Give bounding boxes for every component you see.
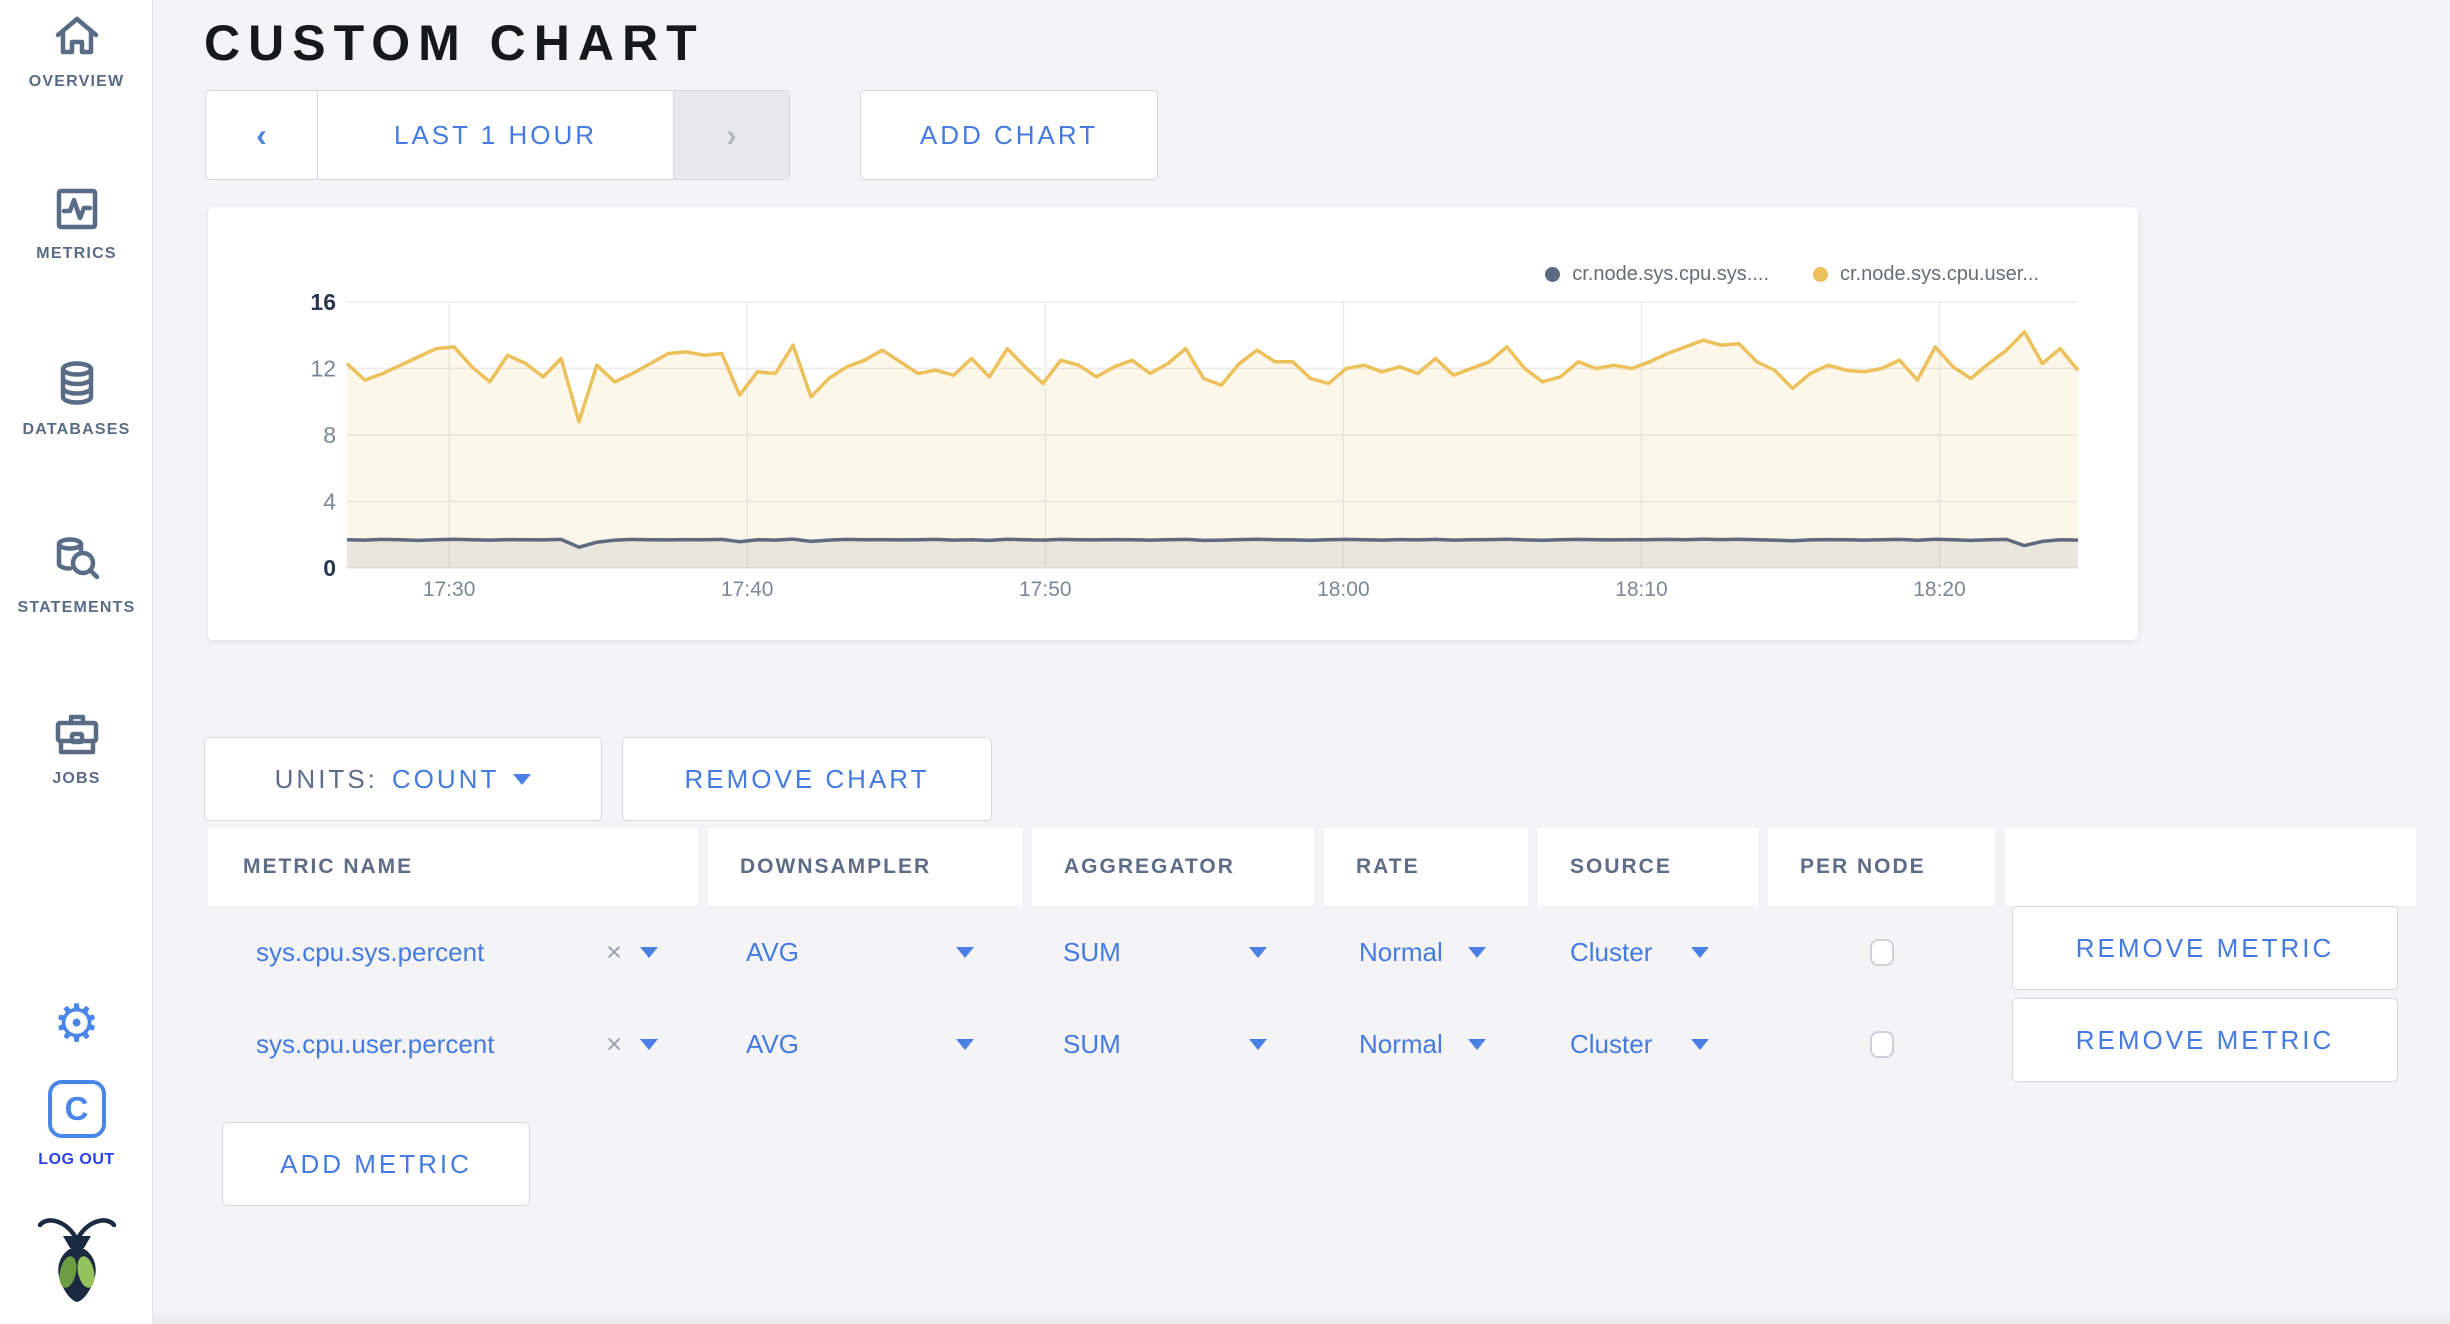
sidebar-item-label: METRICS: [36, 245, 117, 262]
cockroach-logo: [0, 1212, 153, 1304]
metric-name-select[interactable]: sys.cpu.user.percent ×: [208, 998, 698, 1090]
rate-select[interactable]: Normal: [1324, 906, 1528, 998]
legend-dot-user: [1813, 267, 1828, 282]
chart-legend: cr.node.sys.cpu.sys.... cr.node.sys.cpu.…: [1545, 263, 2039, 286]
col-header-aggregator: AGGREGATOR: [1032, 828, 1314, 906]
svg-text:8: 8: [323, 422, 336, 448]
metric-name-value: sys.cpu.user.percent: [256, 1028, 495, 1059]
downsampler-select[interactable]: AVG: [708, 998, 1022, 1090]
sidebar-item-label: STATEMENTS: [17, 599, 136, 616]
rate-select[interactable]: Normal: [1324, 998, 1528, 1090]
col-header-rate: RATE: [1324, 828, 1528, 906]
svg-text:0: 0: [323, 555, 336, 581]
units-label: UNITS:: [274, 763, 378, 794]
svg-text:17:30: 17:30: [423, 578, 476, 601]
chevron-down-icon: [1249, 1038, 1267, 1050]
sidebar-item-metrics[interactable]: METRICS: [0, 186, 153, 263]
remove-metric-button[interactable]: REMOVE METRIC: [2012, 906, 2398, 990]
chevron-down-icon: [956, 1038, 974, 1050]
chevron-down-icon: [513, 773, 532, 785]
svg-text:16: 16: [310, 289, 336, 315]
settings-button[interactable]: ⚙: [0, 998, 153, 1050]
sidebar: OVERVIEW METRICS DATABASES STATEMENTS: [0, 0, 153, 1324]
bottom-shadow: [153, 1312, 2450, 1324]
cpu-usage-chart: 0 4 8 12 16 17:30 17:40 17:50 18:00 18:10 18:20: [310, 289, 2080, 601]
clear-metric-icon[interactable]: ×: [606, 1028, 622, 1059]
table-row: sys.cpu.sys.percent × AVG SUM Normal Clu…: [0, 906, 2450, 998]
svg-text:4: 4: [323, 489, 336, 515]
per-node-cell: [1768, 906, 1995, 998]
time-range-selector: ‹ LAST 1 HOUR ›: [205, 90, 790, 180]
svg-text:18:20: 18:20: [1913, 578, 1966, 601]
remove-metric-button[interactable]: REMOVE METRIC: [2012, 998, 2398, 1082]
cockroach-c-icon: C: [47, 1080, 106, 1138]
database-icon: [60, 361, 93, 405]
table-row: sys.cpu.user.percent × AVG SUM Normal Cl…: [0, 998, 2450, 1090]
col-header-downsampler: DOWNSAMPLER: [708, 828, 1022, 906]
per-node-checkbox[interactable]: [1869, 938, 1894, 966]
time-range-button[interactable]: LAST 1 HOUR: [393, 119, 597, 150]
col-header-per-node: PER NODE: [1768, 828, 1995, 906]
per-node-checkbox[interactable]: [1869, 1030, 1894, 1058]
cockroach-bug-icon: [37, 1218, 116, 1302]
source-select[interactable]: Cluster: [1538, 906, 1758, 998]
sidebar-item-overview[interactable]: OVERVIEW: [0, 14, 153, 91]
remove-chart-button[interactable]: REMOVE CHART: [622, 737, 992, 821]
sidebar-item-jobs[interactable]: JOBS: [0, 713, 153, 788]
svg-text:18:00: 18:00: [1317, 578, 1370, 601]
per-node-cell: [1768, 998, 1995, 1090]
metric-name-value: sys.cpu.sys.percent: [256, 936, 485, 967]
metrics-icon: [56, 188, 97, 230]
chevron-right-icon: ›: [726, 116, 737, 153]
sidebar-item-label: OVERVIEW: [28, 73, 125, 90]
downsampler-select[interactable]: AVG: [708, 906, 1022, 998]
time-next-button[interactable]: ›: [673, 91, 789, 179]
logout-label: LOG OUT: [38, 1151, 115, 1168]
chevron-down-icon: [640, 946, 658, 958]
metric-name-select[interactable]: sys.cpu.sys.percent ×: [208, 906, 698, 998]
legend-item-sys[interactable]: cr.node.sys.cpu.sys....: [1545, 263, 1769, 286]
home-icon: [55, 16, 98, 55]
units-value: COUNT: [391, 763, 500, 794]
chevron-down-icon: [640, 1038, 658, 1050]
aggregator-select[interactable]: SUM: [1032, 998, 1314, 1090]
add-metric-button[interactable]: ADD METRIC: [222, 1122, 530, 1206]
svg-text:18:10: 18:10: [1615, 578, 1668, 601]
add-chart-button[interactable]: ADD CHART: [860, 90, 1158, 180]
svg-text:17:40: 17:40: [721, 578, 774, 601]
sidebar-item-databases[interactable]: DATABASES: [0, 360, 153, 439]
sidebar-item-label: DATABASES: [22, 421, 131, 438]
aggregator-select[interactable]: SUM: [1032, 906, 1314, 998]
chevron-down-icon: [1249, 946, 1267, 958]
col-header-source: SOURCE: [1538, 828, 1758, 906]
sidebar-item-statements[interactable]: STATEMENTS: [0, 536, 153, 617]
page-title: CUSTOM CHART: [204, 15, 705, 71]
svg-text:12: 12: [310, 356, 336, 382]
briefcase-icon: [55, 714, 98, 755]
sidebar-item-label: JOBS: [52, 770, 101, 787]
units-select[interactable]: UNITS: COUNT: [204, 737, 602, 821]
col-header-actions: [2005, 828, 2416, 906]
statements-icon: [56, 537, 99, 580]
legend-dot-sys: [1545, 267, 1561, 282]
legend-item-user[interactable]: cr.node.sys.cpu.user...: [1813, 263, 2039, 286]
chevron-left-icon: ‹: [256, 116, 267, 153]
source-select[interactable]: Cluster: [1538, 998, 1758, 1090]
svg-text:17:50: 17:50: [1019, 578, 1072, 601]
gear-icon: ⚙: [53, 995, 100, 1053]
logout-button[interactable]: C LOG OUT: [0, 1080, 153, 1169]
chevron-down-icon: [956, 946, 974, 958]
time-prev-button[interactable]: ‹: [206, 91, 318, 179]
chevron-down-icon: [1691, 946, 1709, 958]
chevron-down-icon: [1691, 1038, 1709, 1050]
chevron-down-icon: [1468, 946, 1486, 958]
custom-chart-card: 0 4 8 12 16 17:30 17:40 17:50 18:00 18:10 18:20 cr…: [208, 207, 2138, 640]
col-header-metric-name: METRIC NAME: [208, 828, 698, 906]
clear-metric-icon[interactable]: ×: [606, 936, 622, 967]
chevron-down-icon: [1468, 1038, 1486, 1050]
